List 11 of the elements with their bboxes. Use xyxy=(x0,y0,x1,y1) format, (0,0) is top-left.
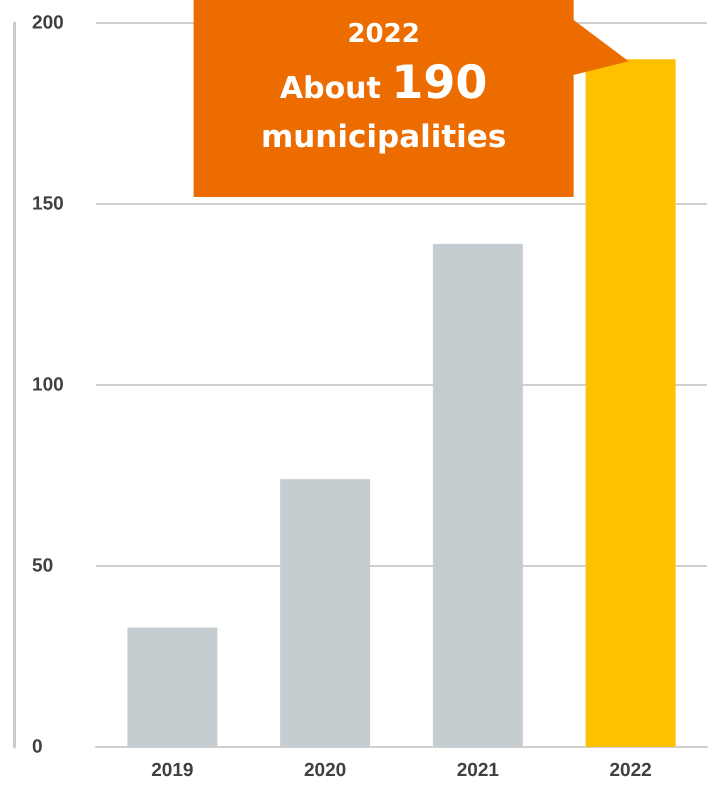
x-tick-label: 2022 xyxy=(609,760,652,781)
x-tick-label: 2020 xyxy=(304,760,346,781)
y-tick-label: 150 xyxy=(32,194,64,214)
y-tick-label: 50 xyxy=(32,556,54,576)
bar xyxy=(586,59,676,747)
annotation: 2022 About 190 municipalities xyxy=(260,18,508,157)
y-tick-label: 0 xyxy=(32,736,43,758)
x-tick-label: 2019 xyxy=(151,760,194,781)
y-tick-label: 100 xyxy=(32,374,64,396)
y-tick-label: 200 xyxy=(32,12,64,34)
x-tick-label: 2021 xyxy=(456,760,500,781)
